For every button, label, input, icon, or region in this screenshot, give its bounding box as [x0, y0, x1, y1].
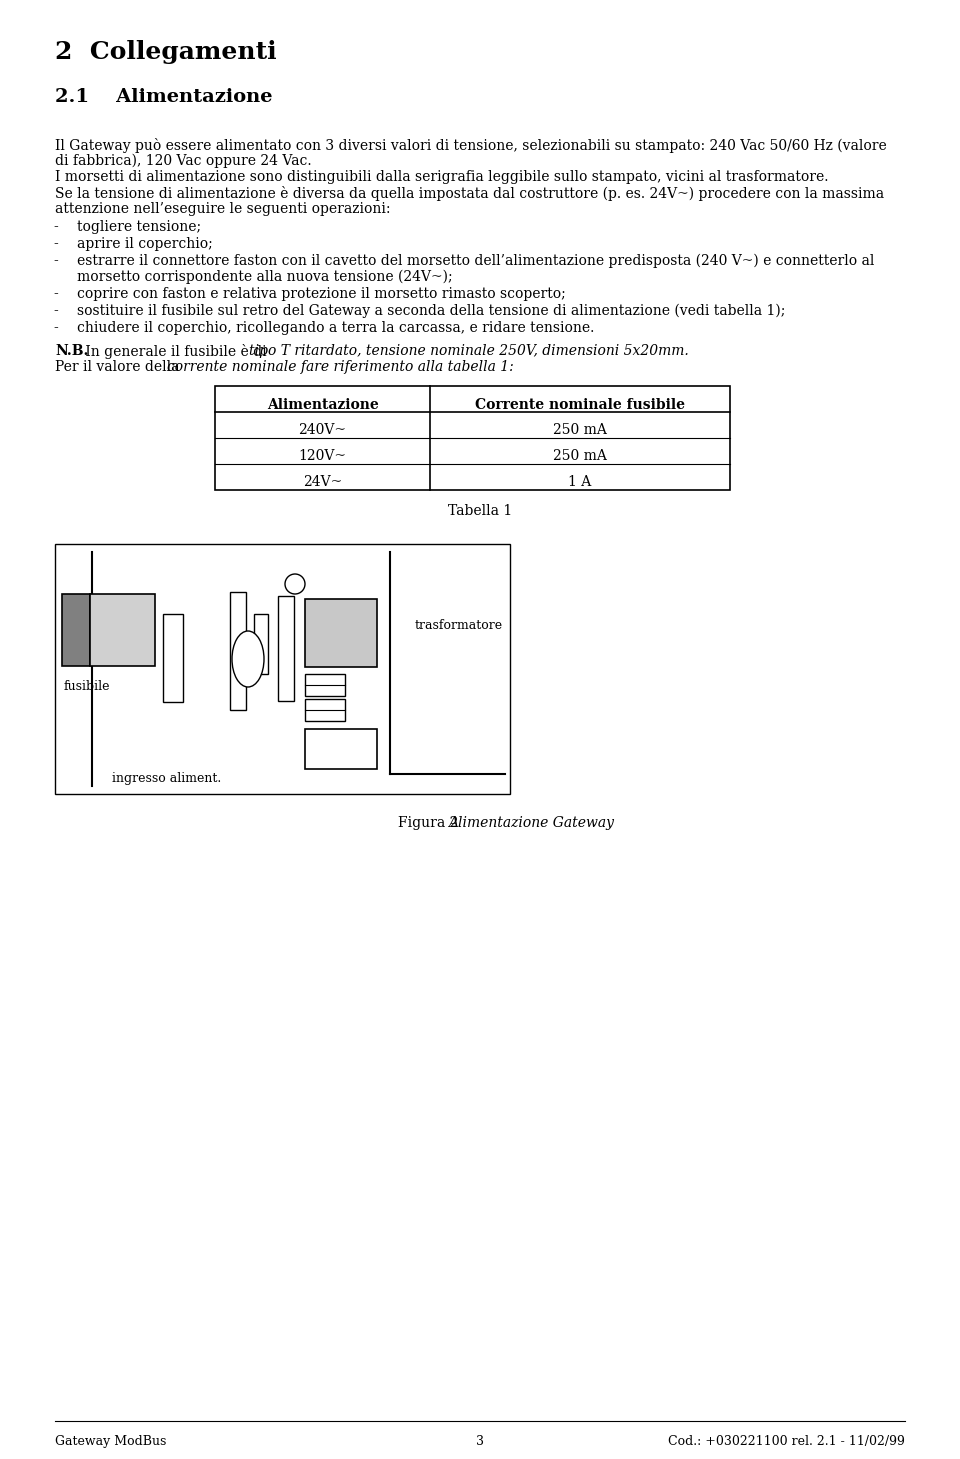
Text: -: - [53, 254, 58, 268]
Text: Corrente nominale fusibile: Corrente nominale fusibile [475, 398, 685, 411]
Bar [163, 614, 183, 702]
Text: Figura 2: Figura 2 [398, 816, 463, 830]
Text: 240V~: 240V~ [320, 613, 363, 626]
Text: -: - [53, 303, 58, 318]
Text: corrente nominale fare riferimento alla tabella 1:: corrente nominale fare riferimento alla … [167, 360, 514, 374]
Text: N.B.: N.B. [55, 344, 88, 357]
Bar [305, 699, 345, 721]
Text: 120V~: 120V~ [299, 449, 347, 463]
Text: 250 mA: 250 mA [553, 449, 607, 463]
Text: Alimentazione Gateway: Alimentazione Gateway [448, 816, 614, 830]
Text: Se la tensione di alimentazione è diversa da quella impostata dal costruttore (p: Se la tensione di alimentazione è divers… [55, 185, 884, 201]
Text: Tabella 1: Tabella 1 [448, 503, 512, 518]
Text: attenzione nell’eseguire le seguenti operazioni:: attenzione nell’eseguire le seguenti ope… [55, 201, 391, 216]
Bar [254, 614, 268, 674]
Text: Gateway ModBus: Gateway ModBus [55, 1436, 166, 1447]
Text: I morsetti di alimentazione sono distinguibili dalla serigrafia leggibile sullo : I morsetti di alimentazione sono disting… [55, 171, 828, 184]
Bar [305, 674, 345, 696]
Text: coprire con faston e relativa protezione il morsetto rimasto scoperto;: coprire con faston e relativa protezione… [77, 287, 565, 301]
Text: Per il valore della: Per il valore della [55, 360, 184, 374]
Text: 24V~: 24V~ [302, 476, 342, 489]
Text: 240V~: 240V~ [299, 423, 347, 438]
Text: -: - [53, 321, 58, 336]
Text: -: - [53, 287, 58, 301]
Text: 250 mA: 250 mA [553, 423, 607, 438]
Text: 2.1    Alimentazione: 2.1 Alimentazione [55, 88, 273, 107]
Text: togliere tensione;: togliere tensione; [77, 220, 202, 233]
Text: 2  Collegamenti: 2 Collegamenti [55, 39, 276, 64]
Bar [230, 592, 246, 711]
Text: aprire il coperchio;: aprire il coperchio; [77, 236, 213, 251]
Ellipse shape [232, 630, 264, 687]
Text: Cod.: +030221100 rel. 2.1 - 11/02/99: Cod.: +030221100 rel. 2.1 - 11/02/99 [668, 1436, 905, 1447]
Bar [215, 387, 730, 490]
Text: Alimentazione: Alimentazione [267, 398, 378, 411]
Bar [278, 595, 294, 700]
Text: chiudere il coperchio, ricollegando a terra la carcassa, e ridare tensione.: chiudere il coperchio, ricollegando a te… [77, 321, 594, 336]
Text: tipo T ritardato, tensione nominale 250V, dimensioni 5x20mm.: tipo T ritardato, tensione nominale 250V… [249, 344, 688, 357]
Text: estrarre il connettore faston con il cavetto del morsetto dell’alimentazione pre: estrarre il connettore faston con il cav… [77, 254, 875, 268]
Bar [305, 730, 377, 769]
Bar [55, 544, 510, 794]
Bar [90, 594, 155, 665]
Text: fusibile: fusibile [64, 680, 110, 693]
Bar [305, 600, 377, 667]
Text: 3: 3 [476, 1436, 484, 1447]
Text: In generale il fusibile è di: In generale il fusibile è di [81, 344, 271, 359]
Bar [62, 594, 90, 665]
Circle shape [285, 573, 305, 594]
Text: 24V~: 24V~ [324, 737, 359, 750]
Text: 1 A: 1 A [568, 476, 591, 489]
Text: Il Gateway può essere alimentato con 3 diversi valori di tensione, selezionabili: Il Gateway può essere alimentato con 3 d… [55, 139, 887, 153]
Text: trasformatore: trasformatore [415, 619, 503, 632]
Text: morsetto corrispondente alla nuova tensione (24V~);: morsetto corrispondente alla nuova tensi… [77, 270, 452, 285]
Text: ingresso aliment.: ingresso aliment. [112, 772, 221, 785]
Text: -: - [53, 236, 58, 251]
Text: sostituire il fusibile sul retro del Gateway a seconda della tensione di aliment: sostituire il fusibile sul retro del Gat… [77, 303, 785, 318]
Text: -: - [53, 220, 58, 233]
Text: di fabbrica), 120 Vac oppure 24 Vac.: di fabbrica), 120 Vac oppure 24 Vac. [55, 155, 312, 168]
